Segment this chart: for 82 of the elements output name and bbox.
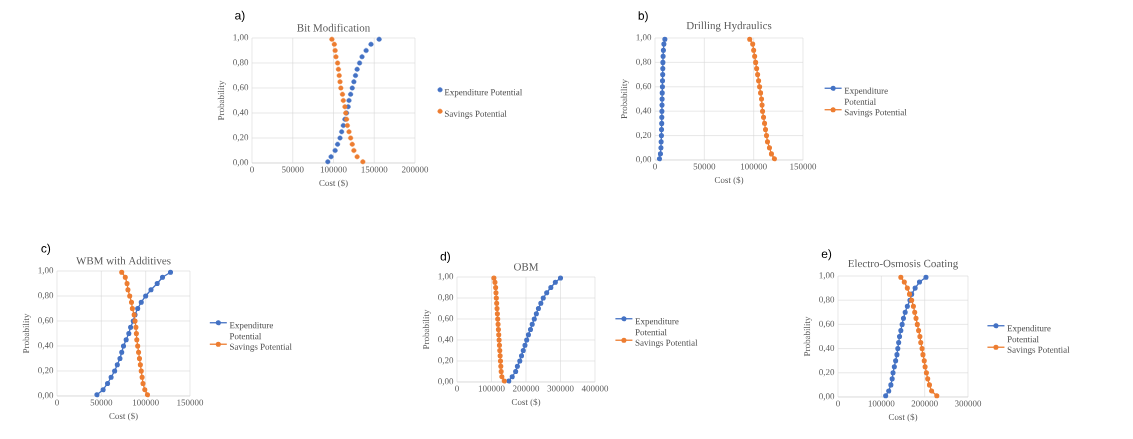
y-tick-label: 0,20 [233,134,249,142]
y-tick-label: 0,60 [233,84,249,92]
chart-title: Bit Modification [297,23,371,32]
x-tick-label: 100000 [133,399,159,406]
legend-label: Expenditure Potential [444,89,523,98]
y-tick-label: 0,80 [38,292,54,300]
legend-label: Expenditure Potential [229,322,273,340]
y-tick-label: 0,60 [819,320,835,329]
x-tick-label: 150000 [177,399,204,406]
y-tick-label: 0,00 [819,393,835,401]
x-tick-label: 200000 [512,385,540,392]
x-tick-label: 200000 [911,400,938,407]
y-tick-label: 0,80 [636,58,652,67]
x-tick-label: 0 [836,400,840,407]
y-tick-label: 0,00 [636,156,652,164]
chart-title: OBM [513,263,539,271]
legend-label: Savings Potential [444,110,507,119]
y-tick-label: 1,00 [819,272,835,280]
legend-label: Savings Potential [635,339,698,348]
y-tick-label: 0,80 [438,294,454,302]
text: d) [440,251,450,263]
x-tick-label: 100000 [868,400,895,407]
y-tick-label: 1,00 [438,273,454,281]
y-axis-title: Probability [422,309,431,350]
y-tick-label: 0,20 [38,367,54,375]
x-tick-label: 0 [55,399,59,406]
x-tick-label: 0 [653,163,657,170]
x-tick-label: 400000 [581,385,609,392]
legend-label: Savings Potential [844,108,907,118]
y-tick-label: 0,40 [636,107,652,115]
legend-label: Expenditure Potential [635,318,679,336]
y-tick-label: 1,00 [38,267,54,275]
legend-label: Savings Potential [230,343,292,352]
x-axis-title: Cost ($) [109,412,138,421]
x-tick-label: 100000 [320,166,347,173]
y-tick-label: 1,00 [636,34,652,42]
legend-label: Expenditure Potential [1007,325,1051,343]
x-tick-label: 50000 [90,399,113,406]
y-tick-label: 0,60 [38,317,54,325]
y-tick-label: 0,20 [438,357,454,365]
x-tick-label: 50000 [693,163,716,170]
y-tick-label: 0,20 [636,131,652,140]
y-tick-label: 0,00 [38,392,54,400]
y-tick-label: 0,40 [819,344,835,353]
text: a) [235,10,245,22]
y-tick-label: 0,40 [38,342,54,350]
y-axis-title: Probability [620,79,629,119]
y-axis-title: Probability [22,313,31,354]
y-tick-label: 0,40 [438,336,454,344]
x-axis-title: Cost ($) [714,176,744,185]
y-axis-title: Probability [803,316,812,357]
y-tick-label: 0,00 [438,378,454,386]
x-axis-title: Cost ($) [888,413,918,422]
legend-label: Expenditure Potential [844,87,888,105]
x-tick-label: 150000 [361,166,388,173]
x-tick-label: 0 [250,166,254,173]
y-tick-label: 0,20 [819,369,835,377]
y-tick-label: 0,80 [819,296,835,304]
x-tick-label: 300000 [954,400,982,407]
y-tick-label: 0,80 [233,59,249,67]
y-tick-label: 0,40 [233,109,249,117]
chart-title: Drilling Hydraulics [686,21,772,32]
x-tick-label: 100000 [741,163,767,170]
x-tick-label: 200000 [401,166,429,173]
text: e) [821,249,832,261]
text: b) [638,11,648,23]
x-tick-label: 150000 [790,163,817,170]
chart-title: WBM with Additives [76,256,171,265]
x-tick-label: 0 [455,385,459,392]
x-tick-label: 300000 [547,385,574,392]
y-tick-label: 0,60 [438,315,454,323]
legend-label: Savings Potential [1007,346,1070,355]
x-tick-label: 100000 [478,385,505,392]
text: c) [41,243,51,255]
x-tick-label: 50000 [282,166,304,173]
y-tick-label: 0,60 [636,83,652,91]
y-tick-label: 1,00 [233,34,249,42]
x-axis-title: Cost ($) [511,398,541,407]
chart-title: Electro-Osmosis Coating [848,259,959,270]
y-tick-label: 0,00 [233,159,249,167]
y-axis-title: Probability [217,80,226,121]
x-axis-title: Cost ($) [319,179,348,188]
